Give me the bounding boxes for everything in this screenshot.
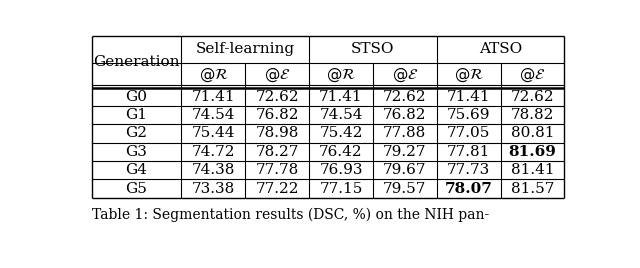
Text: $@\mathcal{R}$: $@\mathcal{R}$	[326, 66, 356, 84]
Text: 79.67: 79.67	[383, 163, 427, 177]
Text: 77.78: 77.78	[255, 163, 299, 177]
Text: $@\mathcal{R}$: $@\mathcal{R}$	[198, 66, 228, 84]
Text: G2: G2	[125, 126, 148, 140]
Text: G0: G0	[125, 90, 148, 104]
Text: 71.41: 71.41	[447, 90, 490, 104]
Text: 72.62: 72.62	[511, 90, 554, 104]
Text: 76.93: 76.93	[319, 163, 363, 177]
Text: G1: G1	[125, 108, 148, 122]
Text: 75.44: 75.44	[191, 126, 235, 140]
Text: 74.72: 74.72	[191, 145, 235, 159]
Text: 75.69: 75.69	[447, 108, 490, 122]
Text: 78.27: 78.27	[255, 145, 299, 159]
Text: 77.15: 77.15	[319, 181, 363, 196]
Text: G3: G3	[125, 145, 147, 159]
Text: $@\mathcal{E}$: $@\mathcal{E}$	[392, 66, 418, 84]
Text: 73.38: 73.38	[192, 181, 235, 196]
Text: 77.73: 77.73	[447, 163, 490, 177]
Text: Generation: Generation	[93, 55, 180, 69]
Text: 77.05: 77.05	[447, 126, 490, 140]
Text: 79.57: 79.57	[383, 181, 426, 196]
Text: 80.81: 80.81	[511, 126, 554, 140]
Text: ATSO: ATSO	[479, 43, 522, 57]
Text: 78.82: 78.82	[511, 108, 554, 122]
Text: 77.81: 77.81	[447, 145, 490, 159]
Text: $@\mathcal{E}$: $@\mathcal{E}$	[264, 66, 291, 84]
Text: G5: G5	[125, 181, 147, 196]
Text: 76.42: 76.42	[319, 145, 363, 159]
Text: $@\mathcal{R}$: $@\mathcal{R}$	[454, 66, 483, 84]
Text: 78.07: 78.07	[445, 181, 493, 196]
Text: 74.38: 74.38	[191, 163, 235, 177]
Text: 81.41: 81.41	[511, 163, 554, 177]
Text: 72.62: 72.62	[255, 90, 299, 104]
Text: 71.41: 71.41	[319, 90, 363, 104]
Text: 77.22: 77.22	[255, 181, 299, 196]
Text: 81.57: 81.57	[511, 181, 554, 196]
Text: 75.42: 75.42	[319, 126, 363, 140]
Text: 74.54: 74.54	[191, 108, 235, 122]
Text: 78.98: 78.98	[255, 126, 299, 140]
Text: 77.88: 77.88	[383, 126, 426, 140]
Text: Self-learning: Self-learning	[196, 43, 295, 57]
Text: 72.62: 72.62	[383, 90, 427, 104]
Text: 79.27: 79.27	[383, 145, 427, 159]
Text: Table 1: Segmentation results (DSC, %) on the NIH pan-: Table 1: Segmentation results (DSC, %) o…	[92, 208, 489, 222]
Text: 71.41: 71.41	[191, 90, 235, 104]
Text: 74.54: 74.54	[319, 108, 363, 122]
Text: G4: G4	[125, 163, 148, 177]
Text: 81.69: 81.69	[509, 145, 556, 159]
Text: 76.82: 76.82	[383, 108, 427, 122]
Text: $@\mathcal{E}$: $@\mathcal{E}$	[519, 66, 546, 84]
Text: 76.82: 76.82	[255, 108, 299, 122]
Text: STSO: STSO	[351, 43, 395, 57]
